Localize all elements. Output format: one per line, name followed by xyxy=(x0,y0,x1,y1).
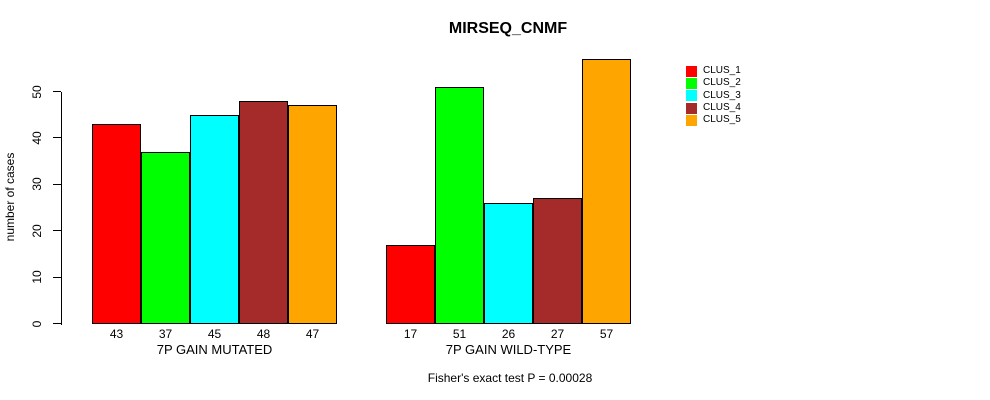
bar-value-label: 43 xyxy=(109,327,124,341)
y-tick-label: 0 xyxy=(30,320,44,327)
y-tick-mark xyxy=(53,91,61,92)
bar-clus_5-group1 xyxy=(288,105,337,325)
bar-clus_3-group1 xyxy=(190,114,239,325)
legend-swatch xyxy=(686,114,697,126)
group-label: 7P GAIN MUTATED xyxy=(156,342,273,357)
legend-label: CLUS_1 xyxy=(703,65,741,77)
bar-value-label: 26 xyxy=(501,327,516,341)
bar-value-label: 27 xyxy=(550,327,565,341)
legend-item: CLUS_3 xyxy=(686,90,741,102)
bar-clus_2-group2 xyxy=(435,86,484,325)
legend: CLUS_1 CLUS_2 CLUS_3 CLUS_4 CLUS_5 xyxy=(686,65,741,126)
legend-item: CLUS_1 xyxy=(686,65,741,77)
bar-value-label: 48 xyxy=(256,327,271,341)
legend-label: CLUS_3 xyxy=(703,89,741,101)
y-tick-label: 40 xyxy=(30,131,44,145)
bar-clus_4-group1 xyxy=(239,100,288,325)
y-tick-label: 30 xyxy=(30,177,44,191)
legend-label: CLUS_5 xyxy=(703,114,741,126)
y-tick-label: 50 xyxy=(30,84,44,99)
bar-value-label: 57 xyxy=(599,327,614,341)
bar-value-label: 45 xyxy=(207,327,222,341)
bar-value-label: 51 xyxy=(452,327,467,341)
legend-item: CLUS_5 xyxy=(686,114,741,126)
y-tick-mark xyxy=(53,323,61,324)
y-tick-mark xyxy=(53,230,61,232)
bar-clus_3-group2 xyxy=(484,202,533,325)
bar-value-label: 17 xyxy=(403,327,418,341)
legend-item: CLUS_4 xyxy=(686,102,741,114)
legend-swatch xyxy=(686,65,697,77)
legend-label: CLUS_4 xyxy=(703,102,741,114)
legend-swatch xyxy=(686,90,697,102)
legend-swatch xyxy=(686,77,697,89)
y-tick-label: 10 xyxy=(30,270,44,284)
chart-title: MIRSEQ_CNMF xyxy=(448,20,568,37)
legend-swatch xyxy=(686,102,697,114)
bar-clus_2-group1 xyxy=(141,151,190,325)
y-tick-label: 20 xyxy=(30,224,44,238)
bar-value-label: 47 xyxy=(305,327,320,341)
bar-clus_1-group2 xyxy=(386,244,435,325)
fisher-test-note: Fisher's exact test P = 0.00028 xyxy=(427,371,593,385)
y-axis-line xyxy=(61,91,62,325)
bar-clus_5-group2 xyxy=(582,59,631,325)
y-tick-mark xyxy=(53,276,61,278)
bar-clus_1-group1 xyxy=(92,123,141,325)
group-label: 7P GAIN WILD-TYPE xyxy=(445,342,572,357)
y-tick-mark xyxy=(53,183,61,185)
bar-value-label: 37 xyxy=(158,327,173,341)
legend-label: CLUS_2 xyxy=(703,77,741,89)
y-axis-label: number of cases xyxy=(3,152,17,242)
legend-item: CLUS_2 xyxy=(686,77,741,89)
y-tick-mark xyxy=(53,137,61,139)
bar-clus_4-group2 xyxy=(533,198,582,325)
